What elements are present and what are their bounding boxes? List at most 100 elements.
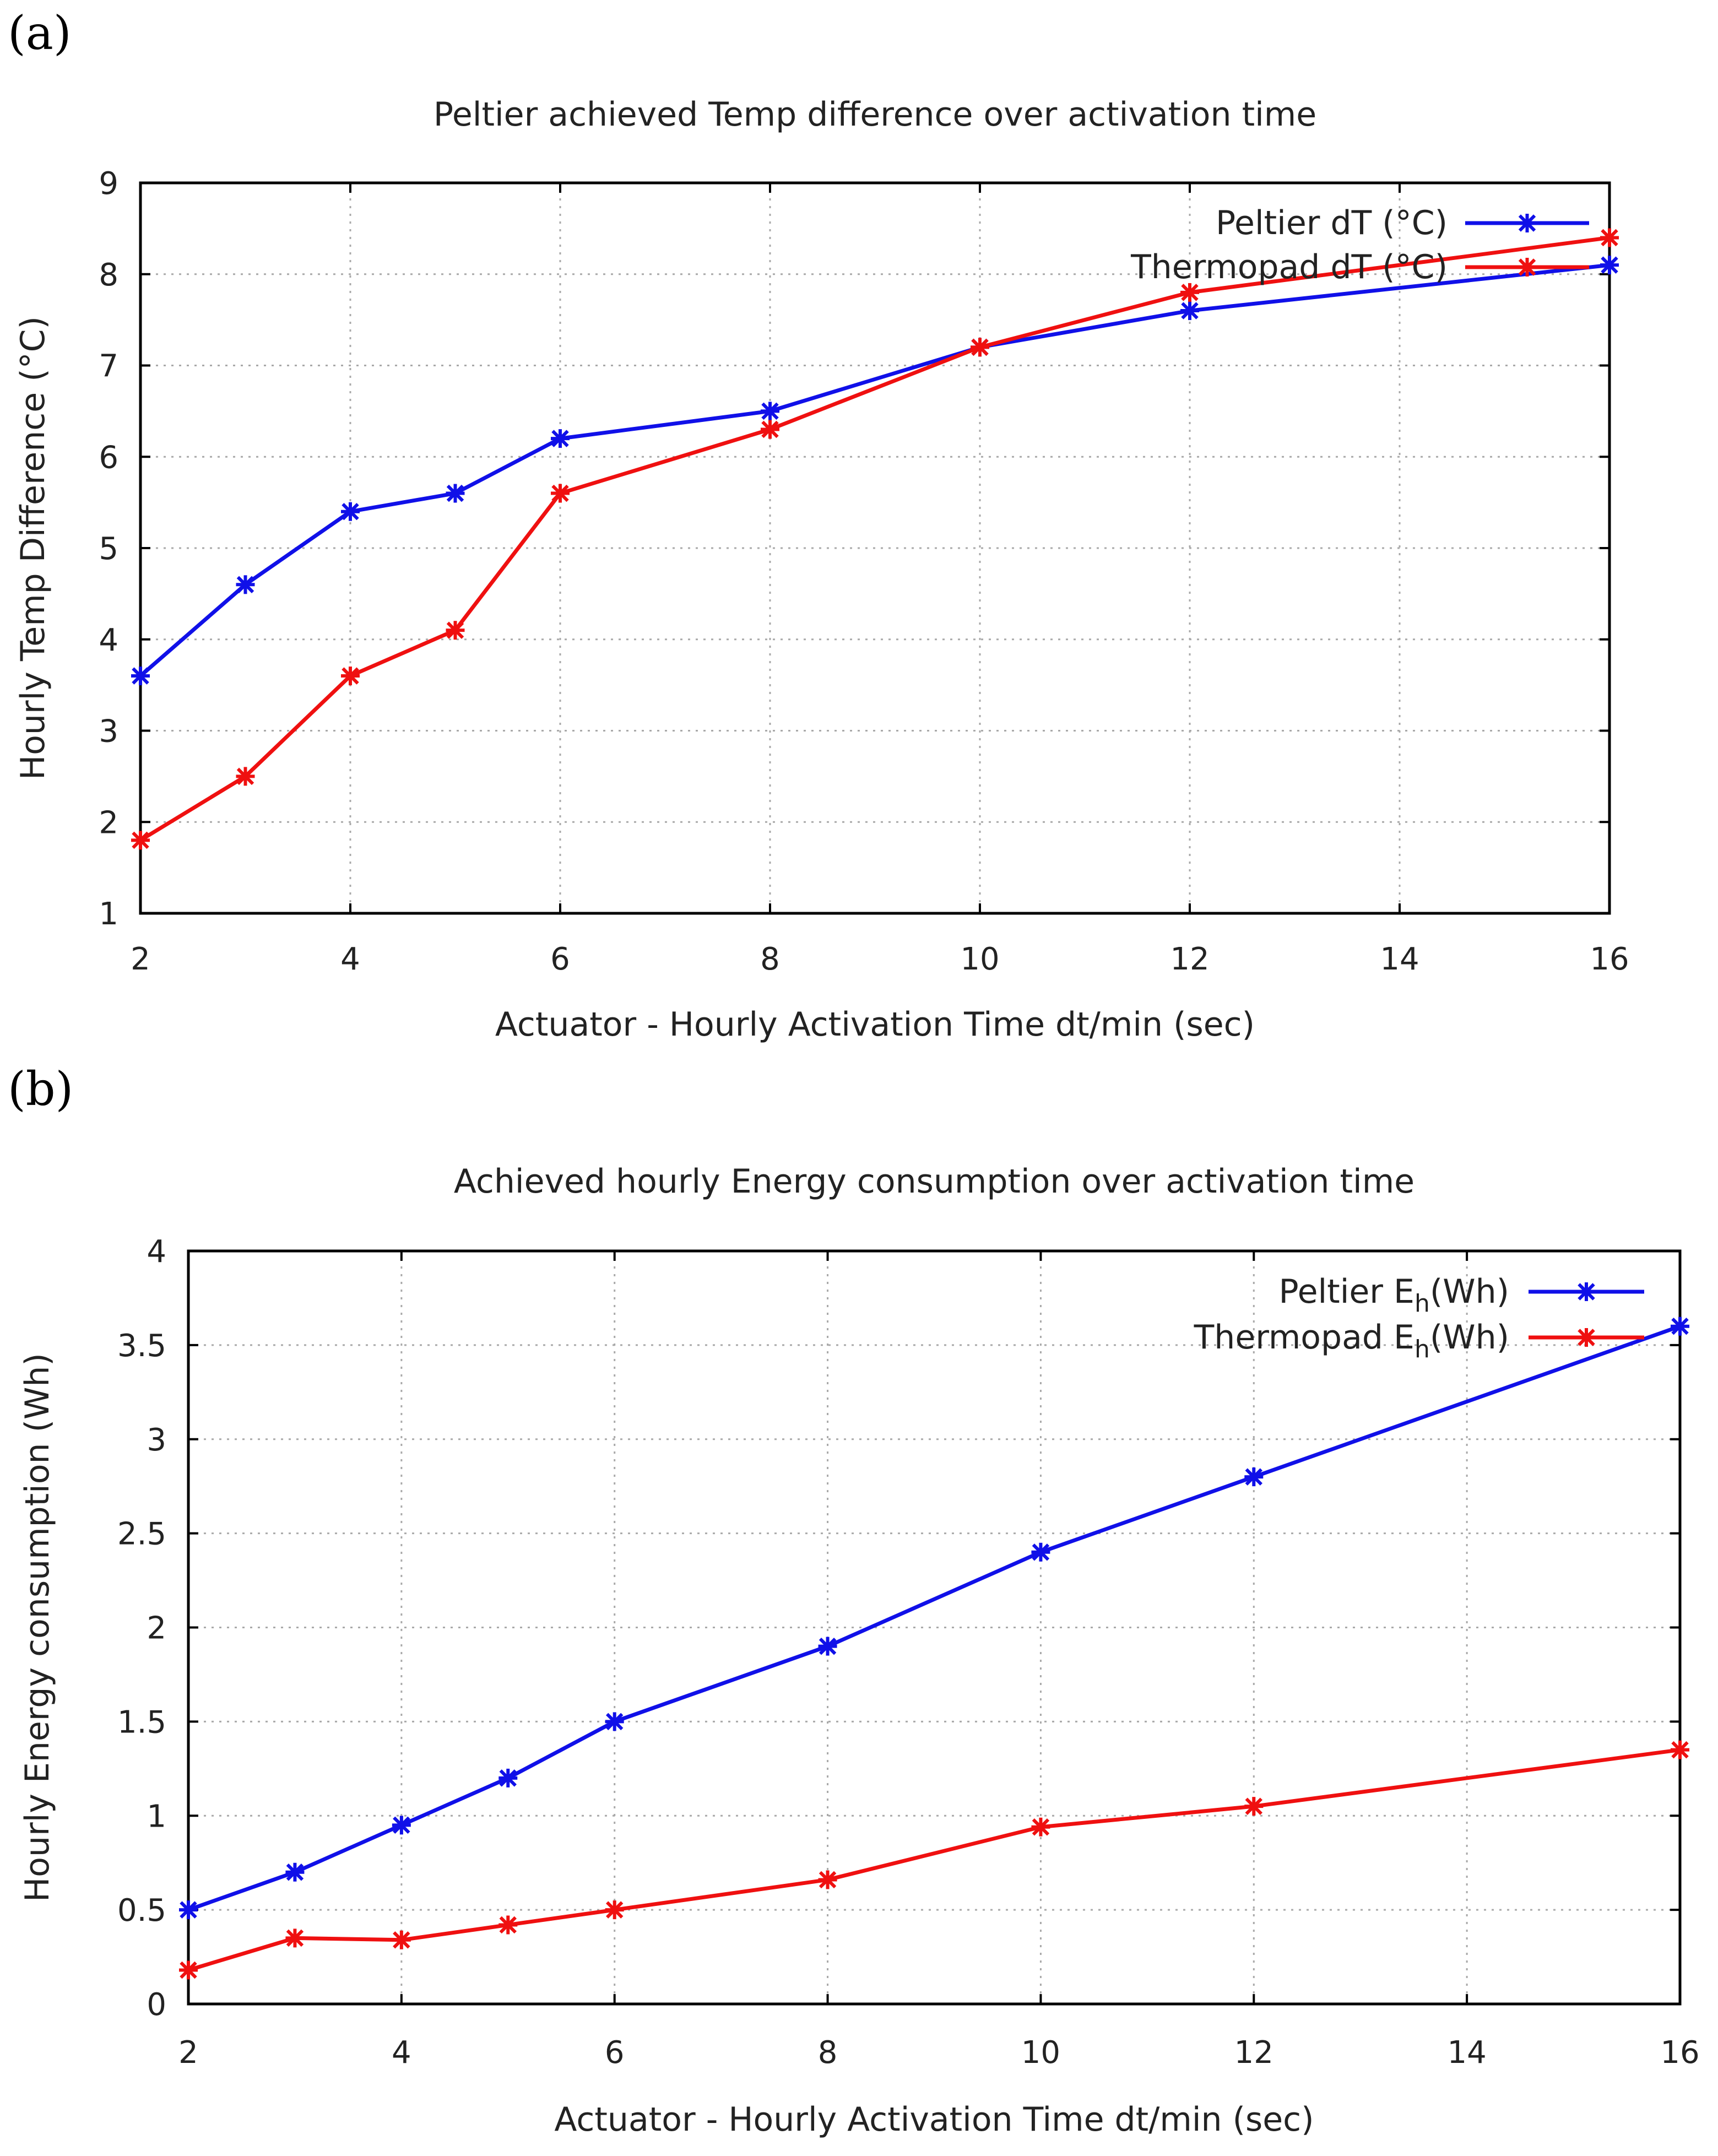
chart1-series-1-line <box>139 235 1610 842</box>
chart2-series-1-point-5-d2 <box>819 1871 837 1889</box>
chart1-series-0-point-1-d2 <box>236 576 254 594</box>
chart2-x-tick-label-0: 2 <box>178 2035 198 2071</box>
chart1-series-0-point-0 <box>131 667 150 686</box>
chart2-x-tick-label-4: 10 <box>1021 2035 1060 2071</box>
chart1-y-tick-label-5: 6 <box>99 440 118 475</box>
chart2-series-1-point-4 <box>605 1900 624 1920</box>
chart1-series-1-point-2-d2 <box>342 667 359 685</box>
chart2-y-tick-label-5: 2.5 <box>117 1516 166 1552</box>
chart1-series-0-point-1 <box>236 575 255 594</box>
chart2-series-1-point-0-d2 <box>180 1961 197 1979</box>
chart2-series-0-point-3-d2 <box>499 1769 517 1787</box>
chart1-series-1-point-7 <box>1180 283 1199 302</box>
chart1-series-1-point-1-d2 <box>236 767 254 786</box>
chart2-series-0-point-8 <box>1671 1317 1689 1336</box>
chart1-series-0-point-5-d2 <box>761 402 779 420</box>
chart2-series-0-point-3 <box>498 1768 518 1787</box>
chart2-series-0-legend-suffix: (Wh) <box>1430 1272 1509 1311</box>
chart2-series-0-point-7-d2 <box>1245 1468 1263 1486</box>
chart2-y-tick-label-0: 0 <box>147 1987 166 2023</box>
chart2-series-1-point-5 <box>818 1870 837 1889</box>
chart1-x-tick-label-6: 14 <box>1380 941 1419 977</box>
chart2-x-tick-label-6: 14 <box>1448 2035 1487 2071</box>
chart2-series-1-legend-marker-d2 <box>1578 1329 1595 1346</box>
chart1-x-tick-label-0: 2 <box>131 941 150 977</box>
chart2-series-0-point-1-d2 <box>286 1864 304 1881</box>
chart2-series-1-point-4-d2 <box>605 1901 624 1919</box>
chart1-x-tick-label-7: 16 <box>1590 941 1629 977</box>
chart1-x-tick-label-5: 12 <box>1170 941 1209 977</box>
chart2-series-1-point-7-d2 <box>1245 1797 1263 1815</box>
chart2-series-0-point-4-d2 <box>605 1713 624 1731</box>
chart2-series-0-legend-label: Peltier Eh(Wh) <box>1279 1272 1509 1318</box>
chart1-series-1-point-0-d2 <box>132 831 149 849</box>
chart2-series-0-point-5-d2 <box>819 1637 837 1655</box>
chart2-series-0-point-8-d2 <box>1671 1317 1689 1335</box>
chart1-y-axis-label: Hourly Temp Difference (°C) <box>14 316 52 780</box>
chart1-series-0 <box>131 256 1619 686</box>
chart2-series-0-legend-name: Peltier E <box>1279 1272 1414 1311</box>
chart2-series-0-point-6 <box>1031 1542 1050 1562</box>
chart2-series-1-legend-label: Thermopad Eh(Wh) <box>1194 1318 1509 1363</box>
chart2-series-0-point-4 <box>605 1712 624 1731</box>
chart1-y-tick-label-3: 4 <box>99 622 118 658</box>
chart2-x-axis-label: Actuator - Hourly Activation Time dt/min… <box>554 2100 1314 2139</box>
chart2-series-0-point-0 <box>179 1900 198 1920</box>
chart2-series-1-point-8-d2 <box>1671 1741 1689 1759</box>
chart2-y-tick-label-7: 3.5 <box>117 1328 166 1364</box>
chart1-series-0-line <box>139 263 1610 678</box>
chart2-grid <box>188 1251 1680 2004</box>
chart1-y-tick-label-8: 9 <box>99 166 118 202</box>
chart2-series-1-line <box>187 1748 1681 1972</box>
chart2-series-1-point-0 <box>179 1960 198 1980</box>
chart2-series-0-point-5 <box>818 1637 837 1656</box>
chart1-series-0-point-7 <box>1180 301 1199 321</box>
chart2-y-tick-label-6: 3 <box>147 1422 166 1458</box>
chart1-series-0-point-2 <box>341 502 360 521</box>
chart1-series-1-legend-label: Thermopad dT (°C) <box>1130 248 1448 286</box>
chart2-series-1-point-6-d2 <box>1032 1818 1050 1836</box>
chart2-y-tick-label-1: 0.5 <box>117 1893 166 1929</box>
chart1-series-1-point-1 <box>236 767 255 786</box>
chart1-series-1-point-2 <box>341 667 360 686</box>
chart2-x-tick-label-1: 4 <box>392 2035 411 2071</box>
chart1-x-tick-label-3: 8 <box>760 941 780 977</box>
chart1-series-1-point-4-d2 <box>551 484 569 502</box>
chart1-y-tick-label-0: 1 <box>99 896 118 932</box>
chart2-series-0-line <box>187 1324 1681 1912</box>
chart1-series-1-point-7-d2 <box>1181 284 1199 301</box>
chart1-series-0-point-3 <box>446 484 465 503</box>
chart1-series-1 <box>131 228 1619 850</box>
chart1-series-0-point-2-d2 <box>342 502 359 521</box>
chart2-series-1-point-2-d2 <box>393 1931 410 1949</box>
chart1-series-0-point-4 <box>551 429 570 448</box>
chart1-series-0-point-7-d2 <box>1181 302 1199 319</box>
chart1-x-tick-label-4: 10 <box>960 941 999 977</box>
chart1-series-0-legend-label: Peltier dT (°C) <box>1216 204 1448 242</box>
chart1-series-0-legend-marker <box>1518 214 1537 232</box>
chart2-series-0-point-2 <box>392 1816 411 1835</box>
chart2-series-1-point-7 <box>1244 1797 1264 1816</box>
chart1-series-1-point-3 <box>446 621 465 640</box>
chart2-series-0-legend-marker-d2 <box>1578 1283 1595 1301</box>
chart2-series-0-point-0-d2 <box>180 1901 197 1919</box>
chart2-x-tick-label-7: 16 <box>1660 2035 1699 2071</box>
chart1-series-0-legend-marker-d2 <box>1518 214 1536 232</box>
chart2-y-tick-label-4: 2 <box>147 1611 166 1646</box>
chart1-series-0-point-0-d2 <box>132 667 149 685</box>
chart1: Peltier achieved Temp difference over ac… <box>14 95 1629 1044</box>
panel-label-b: (b) <box>8 1062 74 1116</box>
chart2-y-tick-label-8: 4 <box>147 1234 166 1270</box>
chart1-series-1-legend-marker <box>1518 258 1537 277</box>
chart2: Achieved hourly Energy consumption over … <box>18 1162 1700 2139</box>
chart1-series-1-point-5-d2 <box>761 420 779 438</box>
chart2-x-tick-label-2: 6 <box>605 2035 625 2071</box>
chart1-series-0-point-8 <box>1600 256 1619 275</box>
chart1-series-0-point-3-d2 <box>446 484 464 502</box>
chart1-grid <box>140 183 1609 913</box>
chart1-x-axis-label: Actuator - Hourly Activation Time dt/min… <box>495 1005 1255 1044</box>
chart2-x-tick-label-3: 8 <box>818 2035 838 2071</box>
chart2-series-1 <box>179 1740 1689 1980</box>
chart1-title: Peltier achieved Temp difference over ac… <box>433 95 1316 134</box>
